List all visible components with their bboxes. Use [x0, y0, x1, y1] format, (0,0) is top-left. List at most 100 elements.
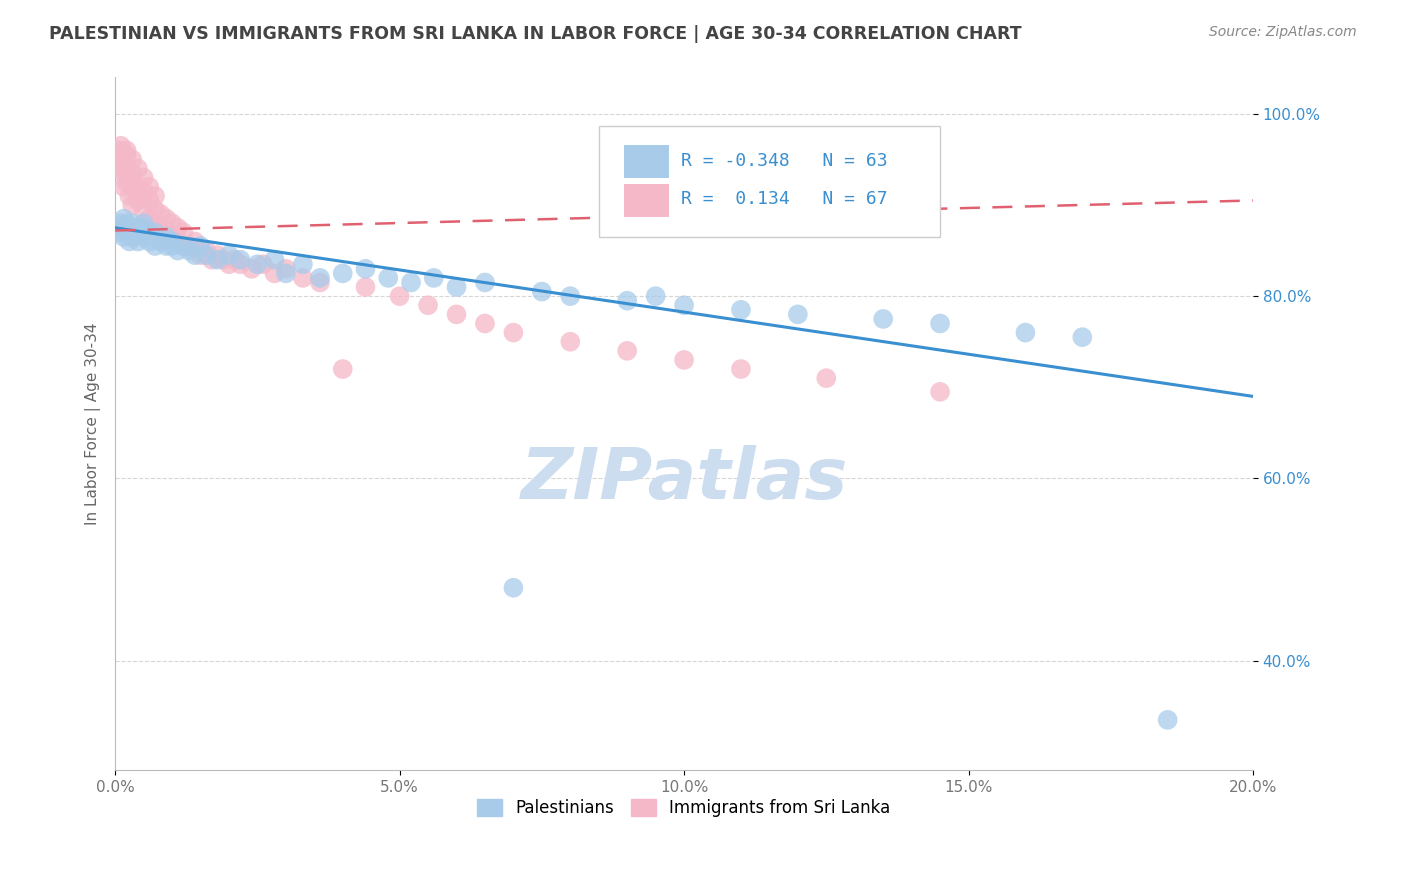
Point: [201, 252, 224, 267]
Point: [166, 220, 188, 235]
Point: [1071, 330, 1094, 344]
Point: [110, 220, 132, 235]
Point: [132, 185, 155, 199]
Point: [786, 307, 808, 321]
Bar: [624, 184, 669, 218]
Point: [212, 252, 235, 267]
Point: [673, 353, 696, 368]
Point: [309, 271, 332, 285]
Point: [530, 285, 553, 299]
Point: [1156, 713, 1178, 727]
Point: [115, 220, 138, 235]
Point: [132, 230, 155, 244]
Point: [143, 239, 166, 253]
Point: [138, 235, 160, 249]
Point: [155, 239, 177, 253]
Point: [291, 271, 314, 285]
Point: [149, 207, 172, 221]
Point: [263, 252, 285, 267]
Point: [184, 248, 207, 262]
Point: [474, 276, 496, 290]
Point: [149, 220, 172, 235]
Point: [132, 202, 155, 217]
Point: [274, 266, 297, 280]
Point: [354, 280, 377, 294]
Point: [115, 161, 138, 176]
Point: [115, 148, 138, 162]
Point: [160, 216, 183, 230]
Point: [377, 271, 399, 285]
Point: [218, 248, 240, 262]
Point: [332, 266, 354, 280]
Point: [121, 179, 143, 194]
Point: [138, 211, 160, 226]
Point: [127, 161, 149, 176]
Point: [115, 225, 138, 239]
Point: [138, 194, 160, 208]
Point: [121, 166, 143, 180]
Point: [110, 216, 132, 230]
Text: R = -0.348   N = 63: R = -0.348 N = 63: [681, 152, 887, 169]
Point: [112, 179, 135, 194]
Point: [240, 261, 263, 276]
Point: [399, 276, 422, 290]
Point: [112, 166, 135, 180]
Point: [252, 257, 274, 271]
Text: ZIPatlas: ZIPatlas: [520, 444, 848, 514]
Point: [730, 302, 752, 317]
Y-axis label: In Labor Force | Age 30-34: In Labor Force | Age 30-34: [86, 323, 101, 525]
Point: [149, 235, 172, 249]
Point: [190, 239, 212, 253]
Point: [107, 144, 129, 158]
Point: [184, 235, 207, 249]
Point: [172, 225, 194, 239]
Point: [354, 261, 377, 276]
Point: [1014, 326, 1036, 340]
Text: Source: ZipAtlas.com: Source: ZipAtlas.com: [1209, 25, 1357, 39]
Point: [115, 175, 138, 189]
Point: [446, 280, 468, 294]
Point: [143, 216, 166, 230]
Text: PALESTINIAN VS IMMIGRANTS FROM SRI LANKA IN LABOR FORCE | AGE 30-34 CORRELATION : PALESTINIAN VS IMMIGRANTS FROM SRI LANKA…: [49, 25, 1022, 43]
Point: [673, 298, 696, 312]
Point: [143, 189, 166, 203]
Point: [229, 257, 252, 271]
Point: [110, 138, 132, 153]
Point: [291, 257, 314, 271]
Point: [132, 220, 155, 235]
Point: [121, 198, 143, 212]
Text: R =  0.134   N = 67: R = 0.134 N = 67: [681, 190, 887, 209]
Point: [115, 216, 138, 230]
Point: [155, 211, 177, 226]
FancyBboxPatch shape: [599, 126, 941, 236]
Point: [115, 144, 138, 158]
Point: [127, 194, 149, 208]
Legend: Palestinians, Immigrants from Sri Lanka: Palestinians, Immigrants from Sri Lanka: [471, 792, 897, 824]
Point: [560, 289, 582, 303]
Point: [815, 371, 838, 385]
Point: [929, 317, 952, 331]
Point: [332, 362, 354, 376]
Point: [112, 230, 135, 244]
Point: [502, 326, 524, 340]
Point: [274, 261, 297, 276]
Point: [730, 362, 752, 376]
Point: [229, 252, 252, 267]
Point: [155, 225, 177, 239]
Point: [207, 252, 229, 267]
Point: [218, 257, 240, 271]
Point: [127, 179, 149, 194]
Point: [118, 220, 141, 235]
Point: [127, 225, 149, 239]
Point: [121, 230, 143, 244]
Point: [166, 244, 188, 258]
Point: [446, 307, 468, 321]
Point: [138, 225, 160, 239]
Point: [110, 161, 132, 176]
Point: [190, 248, 212, 262]
Point: [207, 248, 229, 262]
Point: [160, 230, 183, 244]
Point: [388, 289, 411, 303]
Point: [644, 289, 666, 303]
Point: [172, 239, 194, 253]
